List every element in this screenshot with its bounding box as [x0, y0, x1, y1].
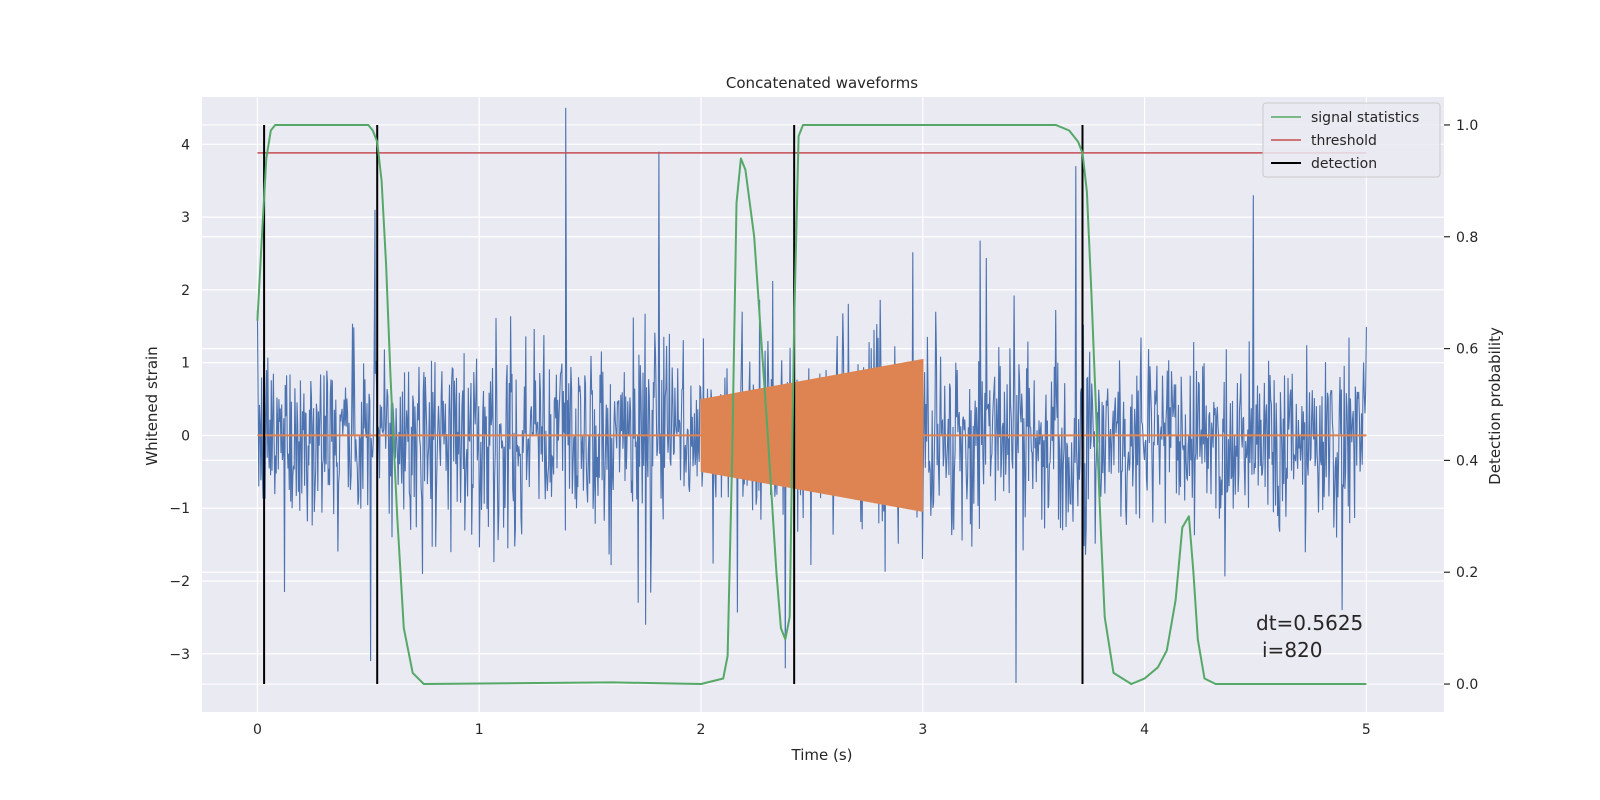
y-tick-label: −2	[169, 574, 190, 590]
y-tick-label: 4	[181, 137, 190, 153]
x-tick-label: 4	[1140, 722, 1149, 738]
y-tick-label: −3	[169, 647, 190, 663]
x-tick-label: 0	[253, 722, 262, 738]
annotation-dt: dt=0.5625	[1256, 611, 1363, 635]
y2-tick-label: 0.8	[1456, 230, 1478, 246]
x-tick-label: 1	[475, 722, 484, 738]
y2-tick-label: 0.6	[1456, 342, 1478, 358]
y2-axis-label: Detection probability	[1486, 327, 1504, 485]
annotation-i: i=820	[1262, 638, 1323, 662]
injection-series	[257, 358, 1367, 512]
signal-statistics-line	[256, 124, 1367, 685]
x-tick-label: 5	[1362, 722, 1371, 738]
x-tick-label: 2	[697, 722, 706, 738]
y-tick-label: 2	[181, 283, 190, 299]
y-tick-label: 1	[181, 356, 190, 372]
legend-label: detection	[1311, 156, 1377, 172]
y2-tick-label: 0.2	[1456, 565, 1478, 581]
chart-title: Concatenated waveforms	[726, 74, 918, 92]
y-axis-label: Whitened strain	[143, 346, 161, 465]
y2-tick-label: 0.4	[1456, 453, 1478, 469]
y-tick-label: 3	[181, 210, 190, 226]
y-axis-left: −3 −2 −1 0 1 2 3 4	[169, 137, 190, 662]
legend-frame	[1262, 102, 1441, 178]
y-axis-right: 0.0 0.2 0.4 0.6 0.8 1.0	[1444, 118, 1478, 693]
signal-statistics-series	[256, 124, 1367, 685]
x-tick-label: 3	[918, 722, 927, 738]
y-tick-label: −1	[169, 501, 190, 517]
y2-tick-label: 0.0	[1456, 677, 1478, 693]
injection-line	[257, 358, 1367, 512]
legend-label: threshold	[1311, 133, 1377, 149]
legend: signal statistics threshold detection	[1262, 102, 1441, 178]
x-axis-label: Time (s)	[791, 746, 853, 764]
x-axis: 0 1 2 3 4 5	[253, 722, 1371, 738]
y-tick-label: 0	[181, 428, 190, 444]
detection-series	[263, 124, 1084, 685]
y2-tick-label: 1.0	[1456, 118, 1478, 134]
legend-label: signal statistics	[1311, 110, 1419, 126]
